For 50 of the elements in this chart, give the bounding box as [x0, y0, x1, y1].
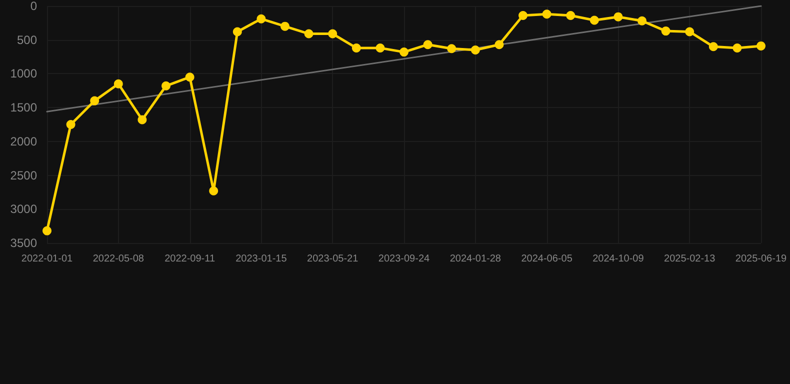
point: [566, 10, 576, 20]
x-tick-label: 2025-06-19: [735, 254, 788, 264]
y-tick-label: 3500: [10, 236, 38, 250]
point: [66, 120, 76, 129]
point: [590, 16, 599, 25]
x-tick-label: 2023-09-24: [378, 254, 430, 264]
y-tick-label: 0: [30, 0, 38, 13]
point: [352, 43, 361, 52]
point: [209, 186, 218, 196]
x-tick-label: 2023-01-15: [236, 254, 288, 264]
point: [732, 43, 742, 52]
x-tick-label: 2024-06-05: [521, 254, 573, 264]
y-tick-label: 1000: [10, 66, 38, 81]
x-tick-label: 2022-05-08: [92, 254, 144, 264]
point: [138, 115, 147, 124]
x-tick-label: 2024-10-09: [592, 254, 644, 264]
point: [542, 10, 552, 19]
point: [638, 16, 646, 26]
point: [518, 10, 528, 20]
point: [494, 40, 504, 50]
point: [614, 12, 623, 22]
point: [114, 79, 123, 88]
x-tick-label: 2022-01-01: [21, 254, 74, 264]
point: [90, 96, 100, 106]
y-tick-label: 500: [16, 32, 38, 47]
point: [162, 81, 170, 90]
point: [423, 40, 432, 50]
point: [376, 43, 385, 52]
y-tick-label: 2000: [10, 134, 38, 148]
x-tick-label: 2023-05-21: [307, 254, 359, 264]
point: [661, 26, 670, 36]
point: [232, 27, 242, 36]
point: [756, 41, 766, 50]
point: [400, 48, 408, 57]
x-tick-label: 2022-09-11: [164, 254, 216, 264]
point: [42, 226, 52, 236]
y-tick-label: 1500: [10, 100, 38, 115]
point: [447, 44, 456, 54]
y-tick-label: 2500: [10, 168, 38, 182]
point: [256, 14, 266, 24]
point: [185, 72, 194, 82]
y-tick-label: 3000: [10, 202, 38, 216]
point: [470, 46, 480, 55]
point: [685, 27, 694, 36]
x-tick-label: 2025-02-13: [664, 254, 716, 264]
point: [328, 29, 338, 38]
point: [708, 42, 718, 52]
x-tick-label: 2024-01-28: [450, 254, 502, 264]
point: [280, 22, 290, 31]
point: [304, 29, 314, 38]
